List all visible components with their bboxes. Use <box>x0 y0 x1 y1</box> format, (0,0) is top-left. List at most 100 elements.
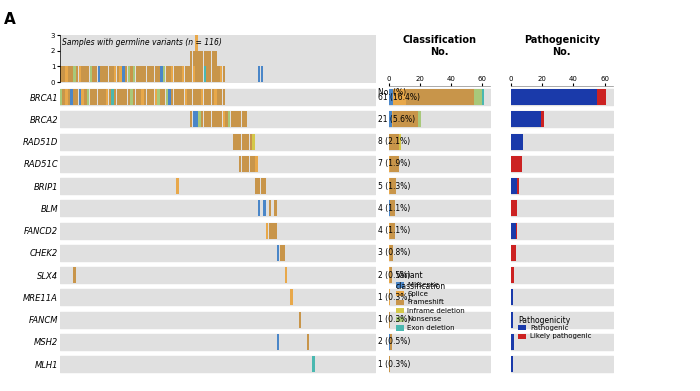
Bar <box>176 178 178 194</box>
Bar <box>130 66 133 82</box>
Bar <box>244 134 246 150</box>
Bar <box>511 134 524 150</box>
Bar <box>90 66 92 82</box>
Bar <box>258 178 260 194</box>
Bar <box>239 111 241 127</box>
Bar <box>389 223 390 239</box>
Bar <box>98 66 100 82</box>
Text: 8 (2.1%): 8 (2.1%) <box>378 137 410 146</box>
Bar <box>214 66 217 82</box>
Bar <box>158 66 160 82</box>
Bar <box>81 66 84 82</box>
Bar <box>389 334 390 350</box>
Bar <box>144 89 146 105</box>
Text: Pathogenicity: Pathogenicity <box>518 316 570 325</box>
Bar <box>158 89 160 105</box>
Bar <box>155 66 157 82</box>
Bar <box>195 51 198 66</box>
Text: Likely pathogenic: Likely pathogenic <box>530 333 592 339</box>
Bar <box>198 51 201 66</box>
Bar <box>211 51 214 66</box>
Bar <box>389 289 390 305</box>
Bar <box>220 89 223 105</box>
Bar <box>179 66 181 82</box>
Text: 61 (16.4%): 61 (16.4%) <box>378 93 420 102</box>
Bar <box>62 89 65 105</box>
Bar <box>108 66 111 82</box>
Bar <box>233 111 236 127</box>
Bar <box>390 334 391 350</box>
Bar <box>68 89 70 105</box>
Bar <box>209 66 211 82</box>
Bar <box>241 134 244 150</box>
Bar <box>87 66 89 82</box>
Bar <box>152 89 155 105</box>
Bar <box>475 89 482 105</box>
Bar <box>511 89 597 105</box>
Bar <box>211 111 214 127</box>
Bar <box>204 111 206 127</box>
Bar <box>389 245 390 261</box>
Bar <box>258 201 260 217</box>
Text: 7 (1.9%): 7 (1.9%) <box>378 160 410 169</box>
Bar <box>160 89 162 105</box>
Bar <box>247 134 249 150</box>
Bar <box>171 89 174 105</box>
Bar <box>225 111 228 127</box>
Bar <box>195 111 198 127</box>
Bar <box>260 66 263 82</box>
Bar <box>163 66 165 82</box>
Bar <box>198 66 201 82</box>
Bar <box>114 66 116 82</box>
Bar <box>174 66 176 82</box>
Text: Samples with germline variants (n = 116): Samples with germline variants (n = 116) <box>62 38 222 47</box>
Bar <box>117 89 119 105</box>
Bar <box>389 178 390 194</box>
Bar <box>168 66 171 82</box>
Bar <box>136 89 138 105</box>
Bar <box>122 66 125 82</box>
Bar <box>122 89 125 105</box>
Bar <box>68 66 70 82</box>
Bar <box>78 66 81 82</box>
Bar <box>217 111 220 127</box>
Bar <box>389 356 390 372</box>
Bar <box>285 267 288 283</box>
Bar <box>307 334 309 350</box>
Bar <box>241 111 244 127</box>
Bar <box>179 89 181 105</box>
Bar <box>155 89 157 105</box>
Bar <box>78 89 81 105</box>
Bar <box>146 89 149 105</box>
Bar <box>516 223 517 239</box>
Bar <box>390 223 395 239</box>
Bar <box>277 245 279 261</box>
Bar <box>389 312 390 328</box>
Bar <box>511 356 512 372</box>
Bar <box>214 51 217 66</box>
Bar <box>390 267 391 283</box>
Bar <box>290 289 293 305</box>
Bar <box>266 223 269 239</box>
Bar <box>190 66 193 82</box>
Text: Pathogenic: Pathogenic <box>530 325 568 330</box>
Bar <box>76 89 78 105</box>
Text: No. (%): No. (%) <box>378 88 406 97</box>
Bar <box>136 66 138 82</box>
Bar <box>223 111 225 127</box>
Bar <box>223 66 225 82</box>
Bar <box>152 66 155 82</box>
Bar <box>214 89 217 105</box>
Bar <box>74 66 76 82</box>
Bar <box>81 89 84 105</box>
Bar <box>389 134 400 150</box>
Bar <box>236 134 239 150</box>
Bar <box>74 267 76 283</box>
Bar <box>165 66 168 82</box>
Bar <box>511 223 516 239</box>
Bar <box>139 66 141 82</box>
Bar <box>117 66 119 82</box>
Text: 1 (0.3%): 1 (0.3%) <box>378 293 410 302</box>
Bar <box>206 111 209 127</box>
Bar <box>141 66 144 82</box>
